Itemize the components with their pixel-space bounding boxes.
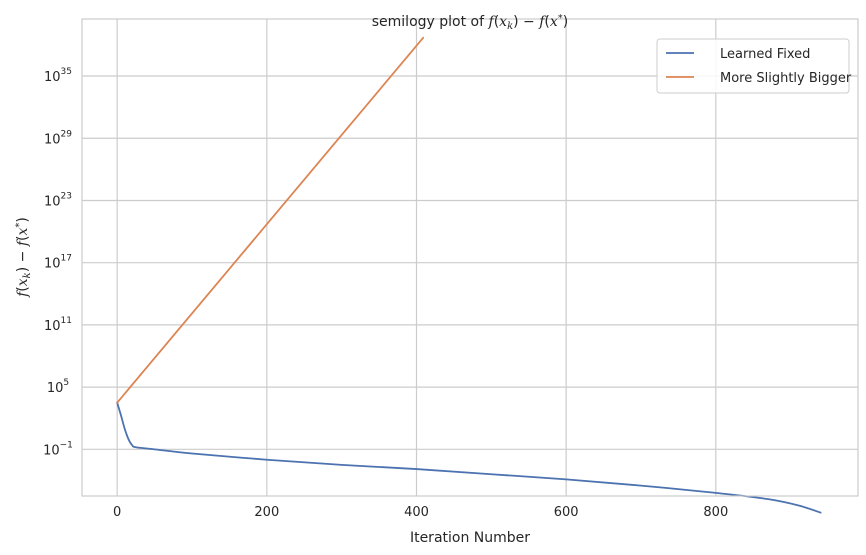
y-axis-label: f(xk) − f(x*) (14, 217, 33, 298)
y-tick-labels: 10−1 105 1011 1017 1023 1029 1035 (43, 67, 73, 458)
series-line-learned-fixed (116, 401, 822, 514)
chart-title: semilogy plot of f(xk) − f(x*) (372, 13, 569, 32)
x-tick-label: 0 (113, 505, 121, 520)
x-tick-label: 600 (554, 505, 579, 520)
plot-background (82, 19, 858, 496)
legend-label-learned-fixed: Learned Fixed (720, 47, 810, 62)
y-tick-label: 1017 (44, 254, 72, 272)
x-axis-label: Iteration Number (410, 530, 530, 546)
grid (82, 19, 858, 496)
series-layer (116, 36, 822, 514)
x-tick-label: 200 (254, 505, 279, 520)
y-tick-label: 1035 (44, 67, 72, 85)
y-tick-label: 105 (47, 378, 69, 396)
legend-label-more-slightly-bigger: More Slightly Bigger (720, 71, 852, 86)
legend: Learned Fixed More Slightly Bigger (656, 38, 852, 94)
x-tick-label: 800 (703, 505, 728, 520)
y-tick-label: 10−1 (43, 440, 73, 458)
y-tick-label: 1011 (44, 316, 72, 334)
y-tick-label: 1023 (44, 191, 72, 209)
legend-box (656, 38, 850, 94)
x-tick-label: 400 (404, 505, 429, 520)
x-tick-labels: 0 200 400 600 800 (113, 505, 728, 520)
plot-frame (81, 18, 859, 497)
series-line-more-slightly-bigger (116, 36, 425, 404)
y-tick-label: 1029 (44, 129, 72, 147)
